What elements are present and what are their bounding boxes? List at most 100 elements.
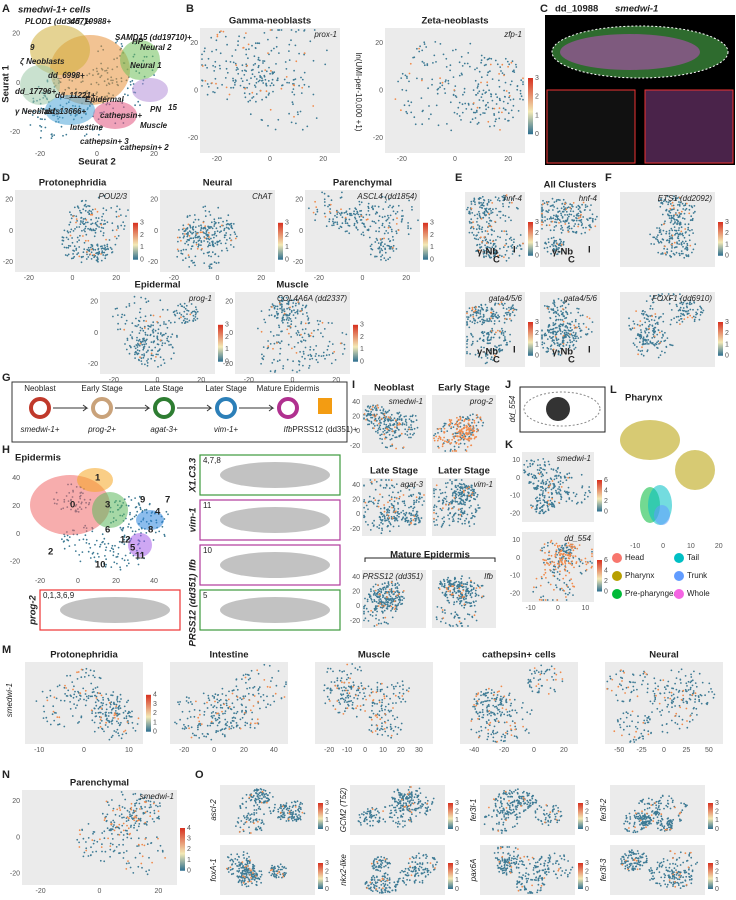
expressing-cells bbox=[498, 846, 560, 892]
label: 0 bbox=[455, 886, 459, 893]
label: 0 bbox=[95, 151, 99, 158]
label: Whole bbox=[687, 589, 710, 598]
expressing-cells bbox=[78, 800, 166, 870]
label: 20 bbox=[402, 275, 410, 282]
label: 1 bbox=[535, 241, 539, 248]
label: I bbox=[588, 345, 591, 356]
cell-dots bbox=[532, 541, 593, 601]
label: 20 bbox=[112, 578, 120, 585]
expressing-cells bbox=[69, 208, 120, 258]
label: -10 bbox=[510, 573, 520, 580]
plot-background bbox=[620, 192, 715, 267]
label: I bbox=[513, 245, 516, 256]
cluster bbox=[30, 25, 90, 75]
color-bar bbox=[528, 322, 533, 356]
label: 0 bbox=[453, 156, 457, 163]
label: 2 bbox=[360, 334, 364, 341]
label: K bbox=[505, 439, 513, 451]
label: zfp-1 bbox=[503, 30, 522, 39]
label: 4 bbox=[153, 692, 157, 699]
label: 0 bbox=[225, 359, 229, 366]
label: 0 bbox=[516, 475, 520, 482]
label: -20 bbox=[109, 377, 119, 384]
label: 20 bbox=[155, 888, 163, 895]
label: prog-2 bbox=[28, 595, 39, 626]
plot-background bbox=[220, 845, 315, 895]
label: 2 bbox=[725, 230, 729, 237]
cell-stage bbox=[29, 397, 51, 419]
label: 0 bbox=[216, 275, 220, 282]
label: -20 bbox=[24, 275, 34, 282]
label: 0 bbox=[379, 87, 383, 94]
label: 20 bbox=[397, 747, 405, 754]
label: 40 bbox=[352, 399, 360, 406]
label: 0 bbox=[356, 603, 360, 610]
label: F bbox=[605, 172, 612, 184]
label: PN bbox=[150, 105, 161, 114]
label: 3 bbox=[187, 836, 191, 843]
label: 0 bbox=[715, 826, 719, 833]
expressing-cells bbox=[364, 479, 425, 525]
label: -20 bbox=[88, 361, 98, 368]
label: 0 bbox=[285, 257, 289, 264]
label: cathepsin+ 2 bbox=[120, 143, 169, 152]
cell-dots bbox=[397, 41, 524, 132]
epidermis-icon bbox=[318, 398, 332, 414]
label: 1 bbox=[325, 817, 329, 824]
label: -20 bbox=[10, 129, 20, 136]
label: γ-Nb bbox=[477, 247, 498, 258]
label: 0 bbox=[661, 543, 665, 550]
cell-dots bbox=[112, 295, 199, 368]
cell-dots bbox=[201, 29, 328, 131]
label: 10 bbox=[687, 543, 695, 550]
label: ChAT bbox=[252, 192, 273, 201]
label: fer3l-1 bbox=[469, 799, 478, 822]
label: 0 bbox=[360, 359, 364, 366]
label: 0 bbox=[535, 253, 539, 260]
label: Intestine bbox=[209, 650, 248, 661]
cluster bbox=[120, 40, 160, 80]
label: 2 bbox=[455, 809, 459, 816]
label: ζ Neoblasts bbox=[20, 57, 65, 66]
label: C bbox=[540, 3, 548, 15]
label: Protonephridia bbox=[39, 178, 107, 189]
color-bar bbox=[180, 828, 185, 871]
label: 20 bbox=[225, 299, 233, 306]
expressing-cells bbox=[329, 663, 410, 737]
label: dd_554 bbox=[564, 534, 591, 543]
cell-dots bbox=[466, 302, 518, 365]
label: M bbox=[2, 644, 11, 656]
label: agat-3+ bbox=[150, 425, 178, 434]
label: All Clusters bbox=[544, 180, 597, 191]
expressing-cells bbox=[533, 539, 593, 601]
label: COL4A6A (dd2337) bbox=[277, 294, 347, 303]
label: cathepsin+ bbox=[100, 111, 142, 120]
label: 2 bbox=[325, 869, 329, 876]
label: -20 bbox=[324, 747, 334, 754]
label: 15 bbox=[168, 103, 177, 112]
label: pax6A bbox=[469, 859, 478, 883]
label: -40 bbox=[469, 747, 479, 754]
label: H bbox=[2, 444, 10, 456]
label: 3 bbox=[455, 800, 459, 807]
label: PLOD1 (dd3457)+ bbox=[25, 17, 92, 26]
expressing-cells bbox=[46, 668, 140, 733]
label: 20 bbox=[352, 413, 360, 420]
label: Neural bbox=[203, 178, 233, 189]
label: 0 bbox=[725, 353, 729, 360]
label: 3 bbox=[153, 701, 157, 708]
label: 10 bbox=[512, 457, 520, 464]
label: prox-1 bbox=[313, 30, 337, 39]
label: Seurat 1 bbox=[1, 65, 12, 103]
label: 11 bbox=[135, 551, 146, 562]
label: 10 bbox=[95, 560, 106, 571]
worm bbox=[60, 597, 170, 623]
label: fer3l-3 bbox=[599, 858, 608, 881]
label: 4,7,8 bbox=[203, 456, 221, 465]
label: smedwi-1+ bbox=[21, 425, 60, 434]
label: 1 bbox=[715, 817, 719, 824]
label: 0 bbox=[356, 511, 360, 518]
label: Protonephridia bbox=[50, 650, 118, 661]
label: 1 bbox=[455, 877, 459, 884]
label: 9 bbox=[140, 495, 145, 506]
